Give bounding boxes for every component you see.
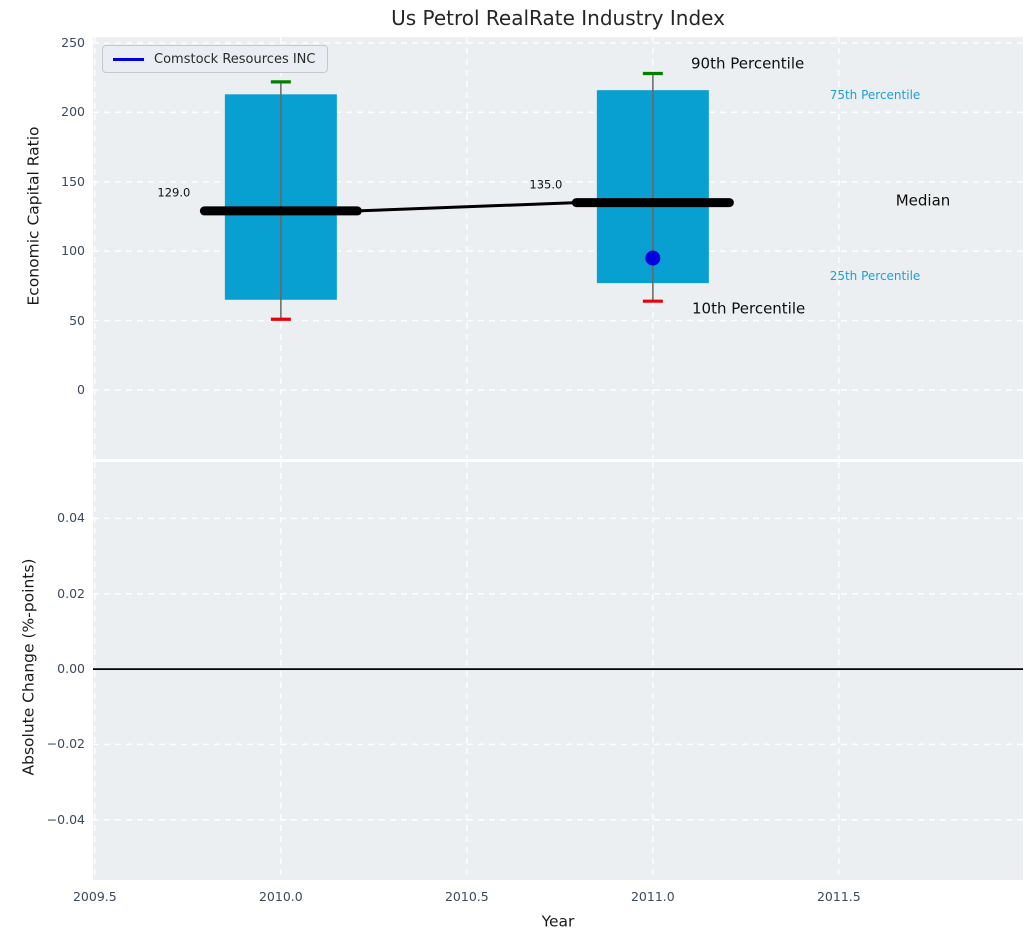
label-90th-percentile: 90th Percentile: [691, 54, 805, 73]
top-y-axis-label: Economic Capital Ratio: [24, 126, 43, 306]
x-tick-label: 2011.5: [816, 888, 861, 904]
panel-bottom: [93, 462, 1023, 880]
top-y-tick-label: 50: [69, 312, 85, 328]
label-10th-percentile: 10th Percentile: [692, 299, 806, 318]
bottom-y-tick-label: 0.04: [57, 510, 85, 526]
x-axis-label: Year: [541, 912, 575, 931]
annotation-median-value: 129.0: [157, 185, 191, 200]
top-y-tick-label: 250: [61, 34, 85, 50]
label-25th-percentile: 25th Percentile: [829, 269, 921, 283]
bottom-y-tick-label: 0.00: [57, 660, 85, 676]
x-tick-label: 2010.5: [444, 888, 489, 904]
bottom-y-tick-label: 0.02: [57, 585, 85, 601]
legend-label: Comstock Resources INC: [154, 51, 316, 67]
top-y-tick-label: 150: [61, 173, 85, 189]
legend: Comstock Resources INC: [102, 45, 329, 73]
company-point: [645, 250, 661, 266]
top-y-tick-label: 100: [61, 242, 85, 258]
x-tick-label: 2010.0: [258, 888, 303, 904]
bottom-y-tick-label: −0.04: [46, 811, 85, 827]
bottom-y-tick-label: −0.02: [46, 736, 85, 752]
median-connector: [357, 201, 577, 213]
annotation-median-value: 135.0: [529, 176, 563, 191]
top-y-tick-label: 0: [77, 381, 85, 397]
label-median: Median: [895, 191, 951, 210]
x-tick-label: 2009.5: [72, 888, 117, 904]
x-tick-label: 2011.0: [630, 888, 675, 904]
chart-title: Us Petrol RealRate Industry Index: [391, 6, 725, 30]
bottom-y-axis-label: Absolute Change (%-points): [19, 558, 38, 776]
label-75th-percentile: 75th Percentile: [829, 88, 921, 102]
legend-line-sample: [113, 57, 144, 61]
top-y-tick-label: 200: [61, 104, 85, 120]
